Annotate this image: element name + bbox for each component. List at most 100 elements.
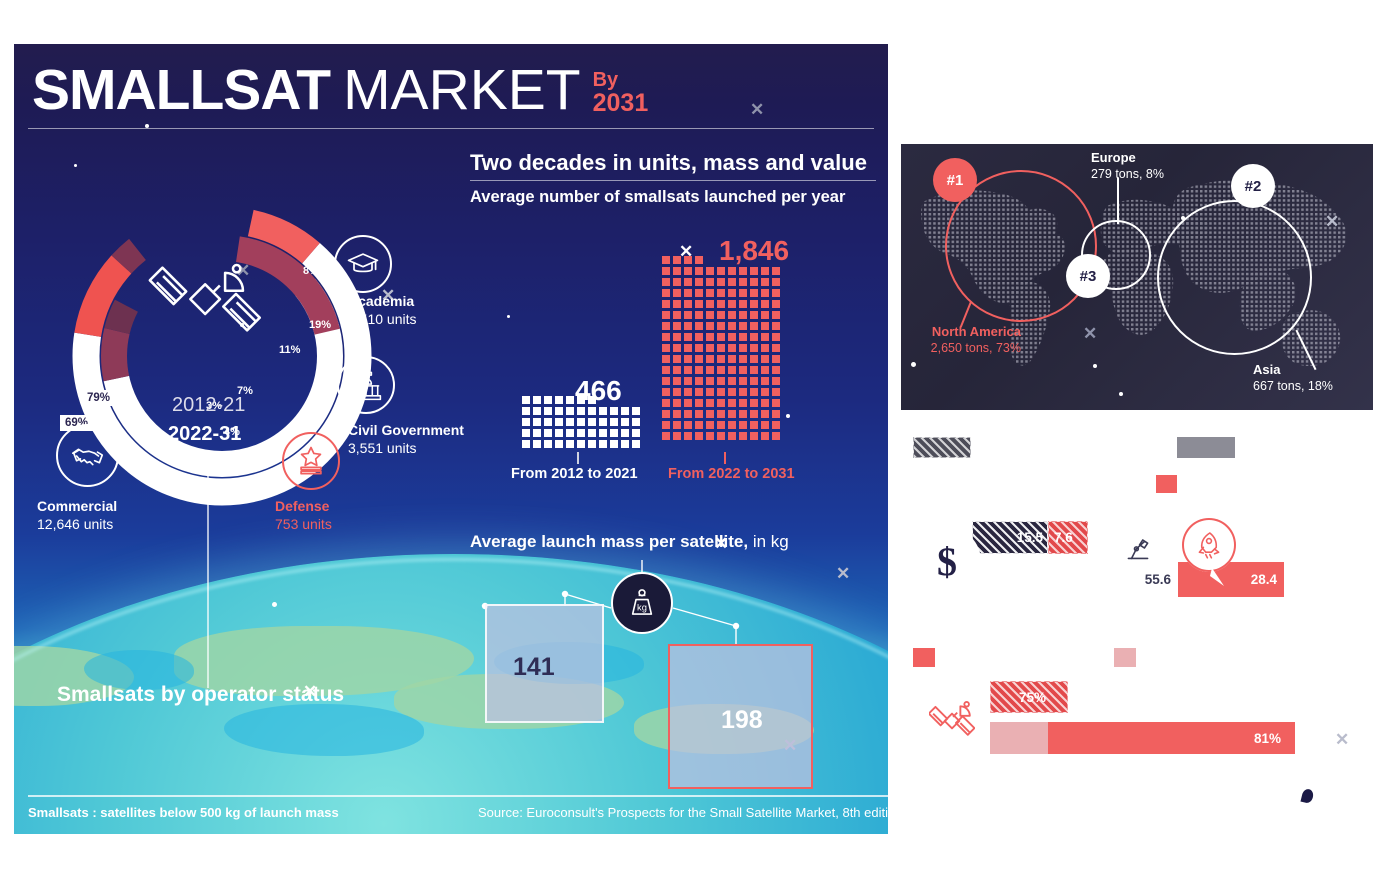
matrix-cell — [673, 377, 681, 385]
legend-swatch-solid — [1177, 437, 1235, 458]
matrix-cell — [684, 300, 692, 308]
matrix-cell — [610, 407, 618, 415]
matrix-cell — [728, 410, 736, 418]
matrix-cell — [610, 429, 618, 437]
matrix-cell — [761, 377, 769, 385]
matrix-cell — [750, 355, 758, 363]
matrix-cell — [533, 407, 541, 415]
robot-arm-icon-circle — [1111, 521, 1165, 575]
matrix-cell — [739, 311, 747, 319]
matrix-cell — [750, 289, 758, 297]
matrix-cell — [761, 311, 769, 319]
matrix-future-tick — [724, 452, 726, 464]
decor-x: ✕ — [303, 682, 318, 701]
matrix-cell — [717, 355, 725, 363]
matrix-cell — [761, 410, 769, 418]
matrix-cell — [739, 432, 747, 440]
total-past-pct: 75% — [1019, 689, 1047, 705]
matrix-cell — [695, 388, 703, 396]
logo-moon-icon — [1298, 788, 1319, 808]
inner-defense-pct: 4% — [224, 426, 240, 438]
matrix-cell — [717, 333, 725, 341]
matrix-cell — [673, 267, 681, 275]
matrix-cell — [717, 300, 725, 308]
total-past-value: 4,663 — [1075, 688, 1118, 707]
matrix-cell — [761, 289, 769, 297]
matrix-cell — [522, 396, 530, 404]
matrix-cell — [750, 344, 758, 352]
legend-defense: Defense 753 units — [275, 498, 332, 533]
map-label-as-name: Asia — [1253, 362, 1281, 377]
matrix-cell — [750, 432, 758, 440]
matrix-cell — [632, 440, 640, 448]
matrix-cell — [577, 407, 585, 415]
matrix-cell — [632, 418, 640, 426]
matrix-future — [662, 256, 780, 440]
matrix-cell — [739, 289, 747, 297]
mfg-middle: and launch — [1061, 474, 1149, 492]
matrix-cell — [761, 388, 769, 396]
svg-text:kg: kg — [637, 603, 647, 613]
matrix-cell — [695, 333, 703, 341]
legend-civil: Civil Government 3,551 units — [348, 422, 464, 457]
matrix-cell — [695, 267, 703, 275]
value-future-launch-label: 28.4 — [1250, 572, 1277, 587]
matrix-cell — [662, 333, 670, 341]
matrix-cell — [662, 366, 670, 374]
matrix-cell — [772, 267, 780, 275]
capitol-icon — [350, 368, 382, 401]
icon-circle-commercial — [56, 424, 119, 487]
matrix-cell — [761, 300, 769, 308]
matrix-cell — [750, 410, 758, 418]
matrix-cell — [739, 267, 747, 275]
map-label-europe: Europe 279 tons, 8% — [1091, 150, 1164, 183]
mass-future-value: 198 — [721, 706, 763, 734]
matrix-cell — [522, 407, 530, 415]
by-year-block: By 2031 — [593, 70, 649, 116]
legend-single-swatch — [1114, 648, 1137, 667]
matrix-cell — [555, 396, 563, 404]
matrix-cell — [717, 410, 725, 418]
total-bar-past: 75% — [990, 681, 1068, 713]
legend-commercial: Commercial 12,646 units — [37, 498, 117, 533]
legend-hatched-label: From 2012 to 2021 — [983, 440, 1098, 455]
matrix-cell — [717, 311, 725, 319]
matrix-cell — [610, 418, 618, 426]
matrix-cell — [684, 311, 692, 319]
euroconsult-logo: Euroc nsult — [1219, 778, 1383, 814]
matrix-cell — [662, 267, 670, 275]
matrix-cell — [684, 256, 692, 264]
matrix-cell — [599, 407, 607, 415]
matrix-cell — [566, 429, 574, 437]
decor-x: ✕ — [381, 286, 396, 305]
matrix-cell — [684, 399, 692, 407]
matrix-cell — [684, 355, 692, 363]
matrix-cell — [684, 377, 692, 385]
matrix-cell — [544, 418, 552, 426]
matrix-cell — [533, 418, 541, 426]
matrix-cell — [555, 440, 563, 448]
matrix-cell — [555, 429, 563, 437]
legend-academia-units: 1,510 units — [348, 310, 417, 327]
value-past-mfg-label: 15.5 — [1016, 530, 1043, 545]
inner-commercial-arc — [101, 235, 343, 477]
weight-kg-icon: kg — [631, 589, 653, 615]
matrix-cell — [673, 322, 681, 330]
matrix-cell — [772, 333, 780, 341]
matrix-cell — [728, 355, 736, 363]
matrix-cell — [533, 429, 541, 437]
page-title: SMALLSAT MARKET By 2031 — [32, 62, 648, 119]
matrix-cell — [761, 421, 769, 429]
decor-x: ✕ — [836, 564, 851, 583]
matrix-cell — [750, 278, 758, 286]
matrix-cell — [717, 366, 725, 374]
matrix-cell — [717, 289, 725, 297]
matrix-cell — [706, 399, 714, 407]
matrix-cell — [728, 377, 736, 385]
operator-region-map: #1 #2 #3 North America 2,650 tons, 73% E… — [901, 144, 1373, 410]
donut-period-inner: 2022-31 — [168, 423, 242, 445]
matrix-cell — [772, 278, 780, 286]
matrix-cell — [761, 432, 769, 440]
leader-europe — [1117, 178, 1119, 224]
matrix-cell — [695, 256, 703, 264]
